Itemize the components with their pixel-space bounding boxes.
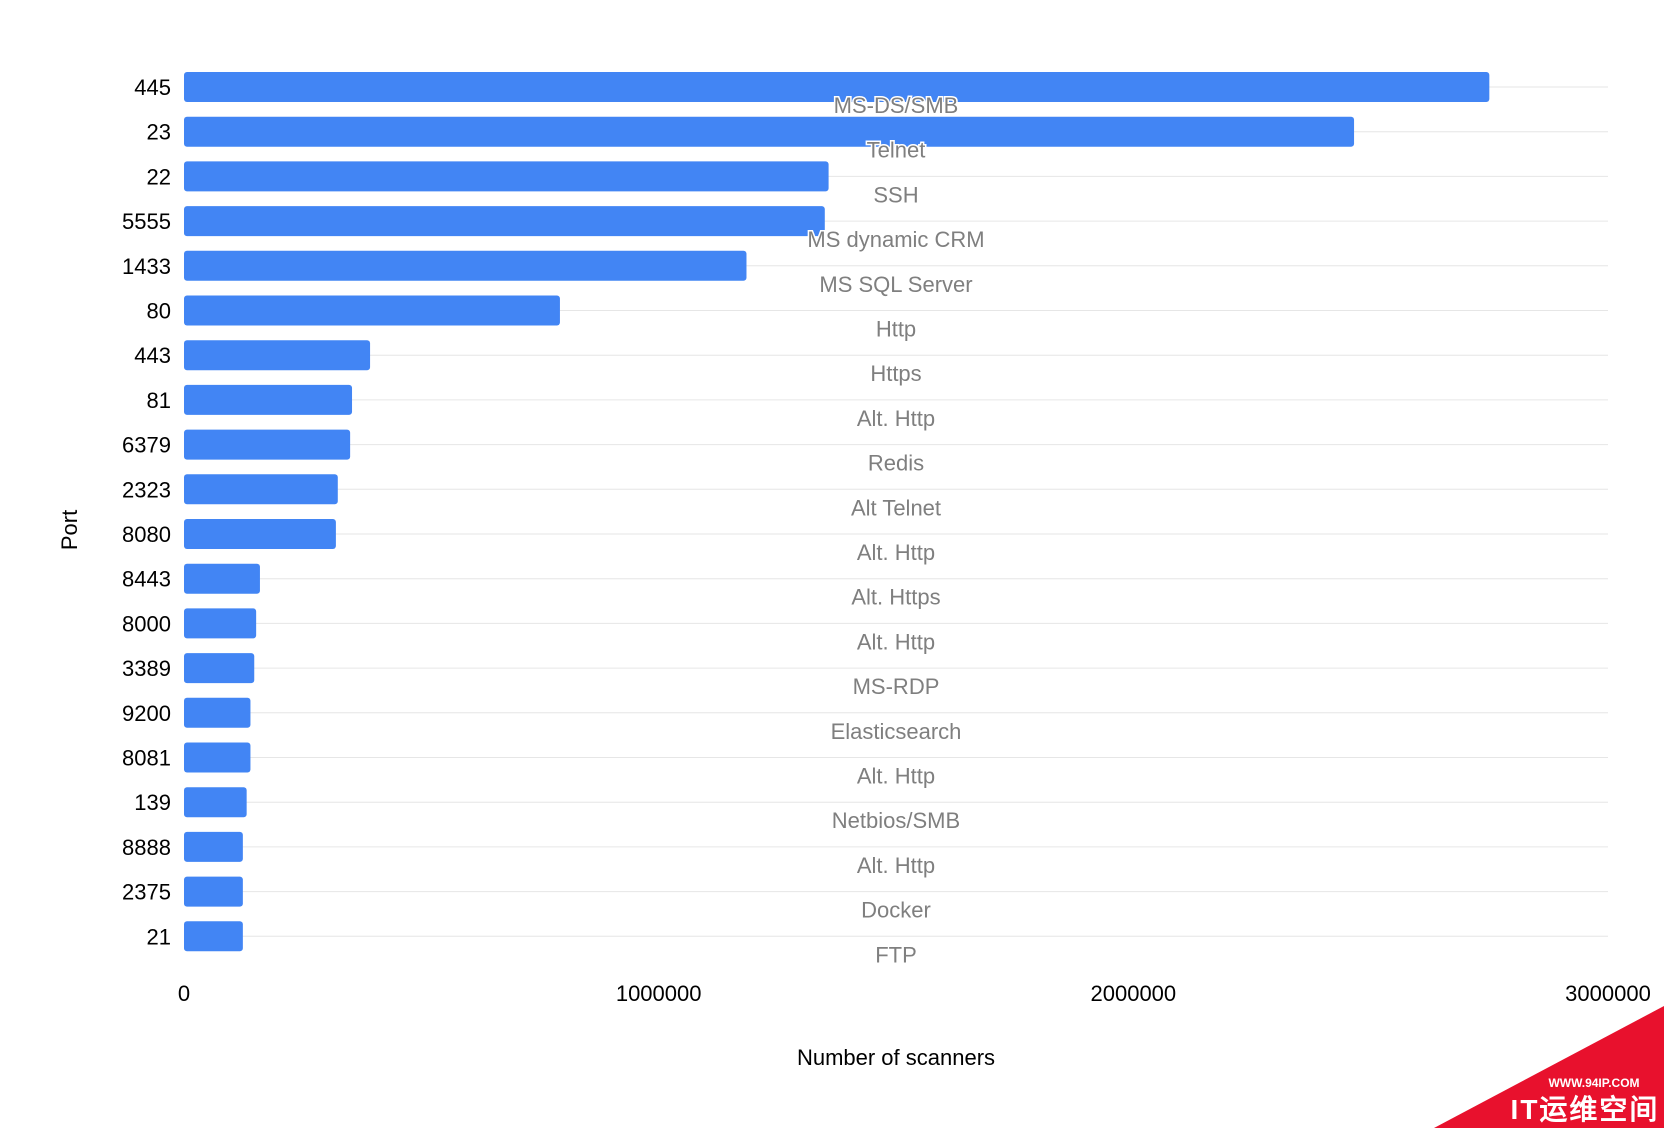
y-tick-label: 1433 [122,254,171,279]
y-tick-label: 81 [147,388,171,413]
bar-annotation: Alt. Http [857,629,935,654]
bar-port-8080 [184,519,336,549]
x-tick-label: 0 [178,981,190,1006]
bar-annotation: Alt. Http [857,764,935,789]
x-tick-labels: 0 1000000 2000000 3000000 [178,981,1651,1006]
y-tick-label: 2323 [122,477,171,502]
bar-annotation: Http [876,317,916,342]
bar-port-2323 [184,474,338,505]
bar-annotation: Alt. Http [857,853,935,878]
y-tick-label: 445 [134,75,171,100]
bar-annotation: Redis [868,451,924,476]
y-tick-label: 8080 [122,522,171,547]
y-tick-label: 22 [147,164,171,189]
x-tick-label: 3000000 [1565,981,1651,1006]
y-tick-label: 6379 [122,433,171,458]
bar-port-9200 [184,697,251,728]
bar-port-443 [184,340,371,371]
watermark-name: IT运维空间 [1511,1093,1660,1125]
bar-annotation: Alt. Http [857,406,935,431]
y-tick-label: 9200 [122,701,171,726]
watermark-url: WWW.94IP.COM [1548,1076,1639,1090]
bar-port-6379 [184,429,351,460]
bar-port-3389 [184,653,255,684]
y-tick-label: 443 [134,343,171,368]
x-tick-label: 1000000 [616,981,702,1006]
x-tick-label: 2000000 [1091,981,1177,1006]
y-tick-label: 8081 [122,746,171,771]
bar-port-81 [184,384,353,415]
bar-port-2375 [184,876,243,907]
y-tick-label: 8443 [122,567,171,592]
bar-annotation: Alt Telnet [851,495,941,520]
bar-port-445 [184,72,1490,102]
bars [184,72,1490,952]
bar-port-23 [184,116,1355,147]
bar-annotation: MS dynamic CRM [807,227,984,252]
bar-port-1433 [184,250,747,281]
bar-port-5555 [184,206,825,237]
bar-port-22 [184,161,829,192]
bar-annotation: MS SQL Server [819,272,972,297]
bar-annotation: SSH [873,182,918,207]
watermark-triangle [1434,1006,1664,1128]
bar-annotation: MS-RDP [853,674,940,699]
y-tick-label: 139 [134,790,171,815]
y-tick-label: 21 [147,924,171,949]
bar-annotation: Docker [861,898,931,923]
bar-port-21 [184,921,243,952]
bar-annotation: Alt. Https [851,585,940,610]
y-tick-label: 23 [147,120,171,145]
bar-annotation: FTP [875,942,917,967]
bar-annotation: Elasticsearch [831,719,962,744]
y-tick-label: 8888 [122,835,171,860]
watermark: WWW.94IP.COM IT运维空间 [1434,1006,1664,1128]
bar-port-8081 [184,742,251,773]
bar-port-8000 [184,608,257,639]
bar-annotations: MS-DS/SMB Telnet SSH MS dynamic CRM MS SQL S… [806,92,986,969]
bar-annotation: Telnet [867,138,926,163]
bar-port-139 [184,787,247,818]
bar-port-8443 [184,563,260,594]
bar-annotation: Netbios/SMB [832,808,960,833]
bar-annotation: MS-DS/SMB [834,93,959,118]
y-tick-label: 80 [147,299,171,324]
x-axis-title: Number of scanners [797,1045,995,1070]
bar-port-8888 [184,831,243,862]
bar-annotation: Https [870,361,921,386]
y-tick-label: 3389 [122,656,171,681]
y-tick-labels: 445 23 22 5555 1433 80 443 81 6379 2323 8080 8443 80… [122,75,171,949]
bar-port-80 [184,295,560,326]
y-tick-label: 5555 [122,209,171,234]
y-tick-label: 8000 [122,611,171,636]
bar-annotation: Alt. Http [857,540,935,565]
y-axis-title: Port [57,510,82,550]
y-tick-label: 2375 [122,880,171,905]
